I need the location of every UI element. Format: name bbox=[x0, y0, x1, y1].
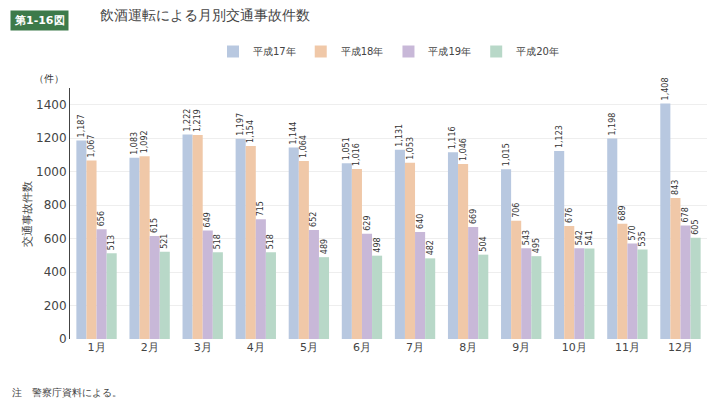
svg-text:629: 629 bbox=[363, 215, 372, 230]
svg-text:5月: 5月 bbox=[300, 341, 318, 354]
svg-text:11月: 11月 bbox=[615, 341, 640, 354]
svg-text:4月: 4月 bbox=[247, 341, 265, 354]
svg-text:平成19年: 平成19年 bbox=[428, 46, 471, 57]
svg-text:1400: 1400 bbox=[36, 98, 67, 112]
svg-text:489: 489 bbox=[320, 239, 329, 254]
svg-text:843: 843 bbox=[671, 180, 680, 195]
svg-text:669: 669 bbox=[469, 209, 478, 224]
svg-text:541: 541 bbox=[585, 230, 594, 245]
svg-text:1,198: 1,198 bbox=[608, 113, 617, 136]
svg-text:1,154: 1,154 bbox=[246, 120, 255, 143]
svg-text:飲酒運転による月別交通事故件数: 飲酒運転による月別交通事故件数 bbox=[100, 7, 310, 23]
svg-text:649: 649 bbox=[203, 212, 212, 227]
svg-text:1月: 1月 bbox=[88, 341, 106, 354]
svg-text:1,016: 1,016 bbox=[352, 143, 361, 166]
svg-text:652: 652 bbox=[309, 212, 318, 227]
svg-text:1,219: 1,219 bbox=[193, 109, 202, 132]
svg-text:656: 656 bbox=[97, 211, 106, 226]
svg-text:平成20年: 平成20年 bbox=[516, 46, 559, 57]
svg-text:1,197: 1,197 bbox=[236, 113, 245, 136]
svg-text:交通事故件数: 交通事故件数 bbox=[21, 181, 34, 247]
svg-text:615: 615 bbox=[150, 218, 159, 233]
svg-text:800: 800 bbox=[44, 198, 67, 212]
svg-text:1,144: 1,144 bbox=[289, 122, 298, 145]
svg-text:8月: 8月 bbox=[459, 341, 477, 354]
svg-text:1,051: 1,051 bbox=[342, 137, 351, 160]
svg-text:678: 678 bbox=[681, 207, 690, 222]
svg-text:1,053: 1,053 bbox=[406, 137, 415, 160]
svg-text:（件）: （件） bbox=[34, 73, 64, 84]
svg-text:640: 640 bbox=[416, 214, 425, 229]
svg-text:1,083: 1,083 bbox=[130, 132, 139, 155]
svg-text:495: 495 bbox=[532, 238, 541, 253]
svg-text:504: 504 bbox=[479, 236, 488, 251]
svg-text:689: 689 bbox=[618, 205, 627, 220]
svg-text:498: 498 bbox=[373, 237, 382, 252]
svg-text:1,015: 1,015 bbox=[502, 143, 511, 166]
svg-text:1,123: 1,123 bbox=[555, 125, 564, 148]
svg-text:10月: 10月 bbox=[562, 341, 587, 354]
svg-text:1,067: 1,067 bbox=[87, 135, 96, 158]
svg-text:1,187: 1,187 bbox=[77, 114, 86, 137]
svg-text:平成17年: 平成17年 bbox=[253, 46, 296, 57]
svg-text:0: 0 bbox=[59, 332, 67, 346]
svg-text:518: 518 bbox=[266, 234, 275, 249]
svg-text:542: 542 bbox=[575, 230, 584, 245]
svg-text:706: 706 bbox=[512, 203, 521, 218]
svg-text:400: 400 bbox=[44, 265, 67, 279]
svg-text:1,408: 1,408 bbox=[661, 77, 670, 100]
svg-text:注 警察庁資料による。: 注 警察庁資料による。 bbox=[12, 387, 122, 398]
svg-text:513: 513 bbox=[107, 235, 116, 250]
svg-text:715: 715 bbox=[256, 201, 265, 216]
svg-text:543: 543 bbox=[522, 230, 531, 245]
svg-text:12月: 12月 bbox=[668, 341, 693, 354]
svg-text:1200: 1200 bbox=[36, 131, 67, 145]
svg-text:1,131: 1,131 bbox=[395, 124, 404, 147]
svg-text:1000: 1000 bbox=[36, 165, 67, 179]
svg-text:1,222: 1,222 bbox=[183, 109, 192, 132]
svg-text:570: 570 bbox=[628, 225, 637, 240]
svg-text:535: 535 bbox=[638, 231, 647, 246]
svg-text:1,064: 1,064 bbox=[299, 135, 308, 158]
svg-text:482: 482 bbox=[426, 240, 435, 255]
svg-text:2月: 2月 bbox=[141, 341, 159, 354]
svg-text:第1-16図: 第1-16図 bbox=[14, 14, 65, 27]
svg-text:1,116: 1,116 bbox=[448, 126, 457, 149]
svg-text:平成18年: 平成18年 bbox=[341, 46, 384, 57]
svg-text:9月: 9月 bbox=[512, 341, 530, 354]
svg-text:1,092: 1,092 bbox=[140, 130, 149, 153]
svg-text:1,046: 1,046 bbox=[459, 138, 468, 161]
svg-text:518: 518 bbox=[213, 234, 222, 249]
svg-text:3月: 3月 bbox=[194, 341, 212, 354]
svg-text:676: 676 bbox=[565, 208, 574, 223]
svg-text:7月: 7月 bbox=[406, 341, 424, 354]
svg-text:521: 521 bbox=[160, 234, 169, 249]
svg-text:200: 200 bbox=[44, 299, 67, 313]
svg-text:6月: 6月 bbox=[353, 341, 371, 354]
svg-text:605: 605 bbox=[691, 219, 700, 234]
svg-text:600: 600 bbox=[44, 232, 67, 246]
